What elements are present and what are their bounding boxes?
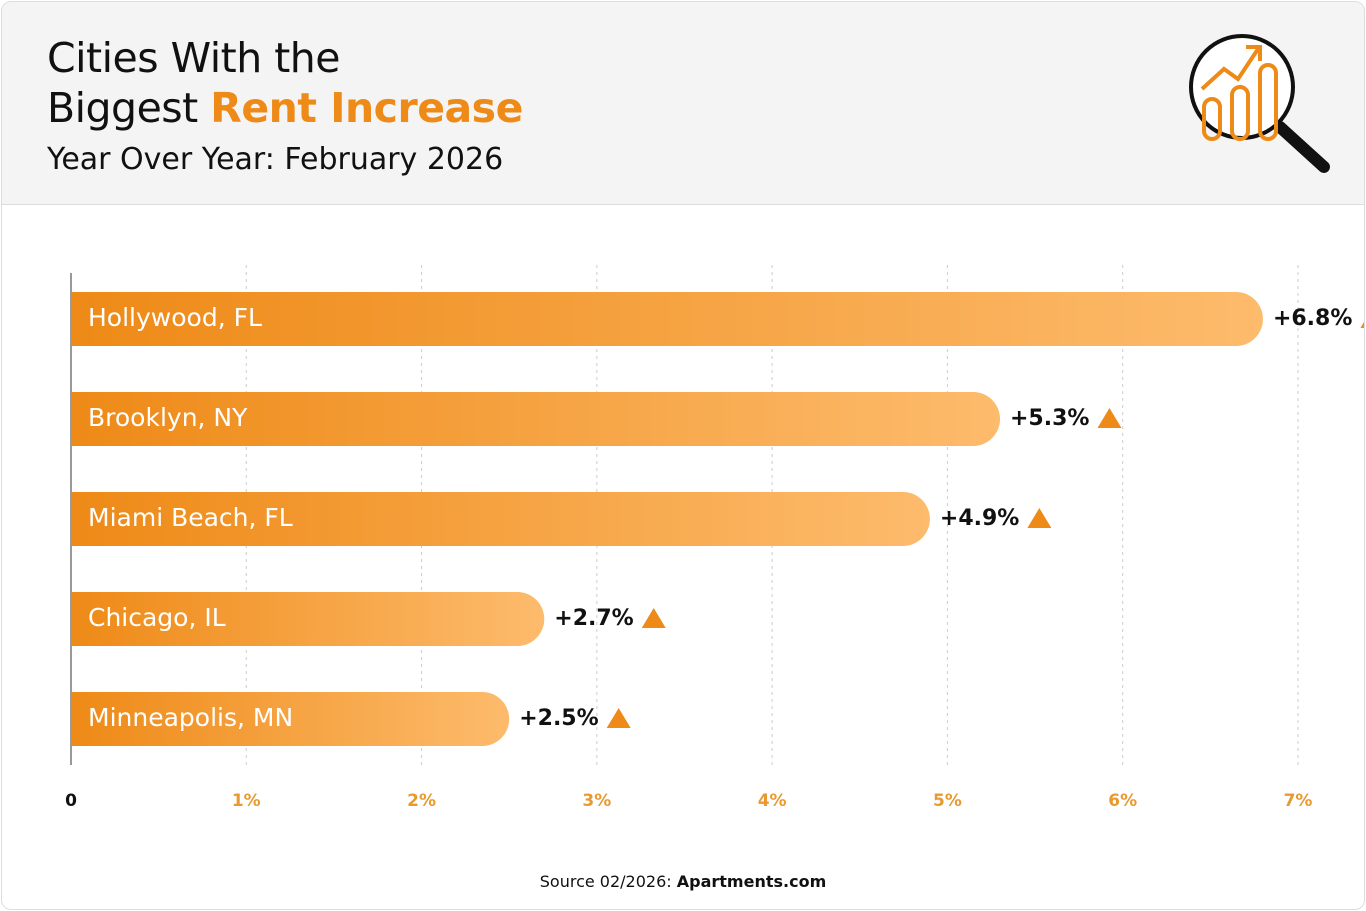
bar-label: Hollywood, FL	[88, 303, 262, 332]
x-tick-label: 6%	[1108, 791, 1137, 811]
up-icon	[1027, 508, 1052, 528]
x-tick-label: 3%	[582, 791, 611, 811]
title-line: Biggest Rent Increase	[47, 84, 523, 132]
title-highlight: Rent Increase	[210, 84, 523, 132]
bar-label: Minneapolis, MN	[88, 703, 293, 732]
footer: Source 02/2026: Apartments.com	[2, 872, 1364, 891]
icon	[1189, 34, 1330, 173]
chart: 0 1% 2% 3% 4% 5% 6% 7% Hollywood, FL +6.8% Brookly…	[65, 265, 1364, 811]
x-tick-label: 1%	[232, 791, 261, 811]
bar-label: Brooklyn, NY	[88, 403, 248, 432]
x-tick-label: 0	[65, 791, 77, 811]
x-tick-label: 4%	[758, 791, 787, 811]
up-icon	[1097, 408, 1122, 428]
header: Cities With the Biggest Rent Increase Ye…	[2, 2, 1364, 205]
brand: Apartments.com	[676, 872, 827, 891]
bar-label: Miami Beach, FL	[88, 503, 293, 532]
bar-label: Chicago, IL	[88, 603, 226, 632]
value-label: +2.7%	[554, 606, 633, 631]
bar	[71, 592, 545, 646]
value-label: +4.9%	[940, 506, 1019, 531]
up-icon	[1360, 322, 1364, 328]
title-line: Cities With the	[47, 34, 341, 82]
x-tick-label: 7%	[1284, 791, 1313, 811]
source: Source 02/2026:	[539, 872, 672, 891]
x-tick-label: 5%	[933, 791, 962, 811]
value-label: +2.5%	[519, 706, 598, 731]
up-icon	[606, 708, 631, 728]
value-label: +6.8%	[1273, 306, 1352, 331]
bar	[71, 392, 1001, 446]
x-tick-label: 2%	[407, 791, 436, 811]
bar	[71, 292, 1263, 346]
up-icon	[641, 608, 666, 628]
bar	[71, 492, 930, 546]
value-label: +5.3%	[1010, 406, 1089, 431]
bar	[71, 692, 510, 746]
subtitle: Year Over Year: February 2026	[47, 142, 504, 177]
title-text: Biggest	[47, 84, 198, 132]
